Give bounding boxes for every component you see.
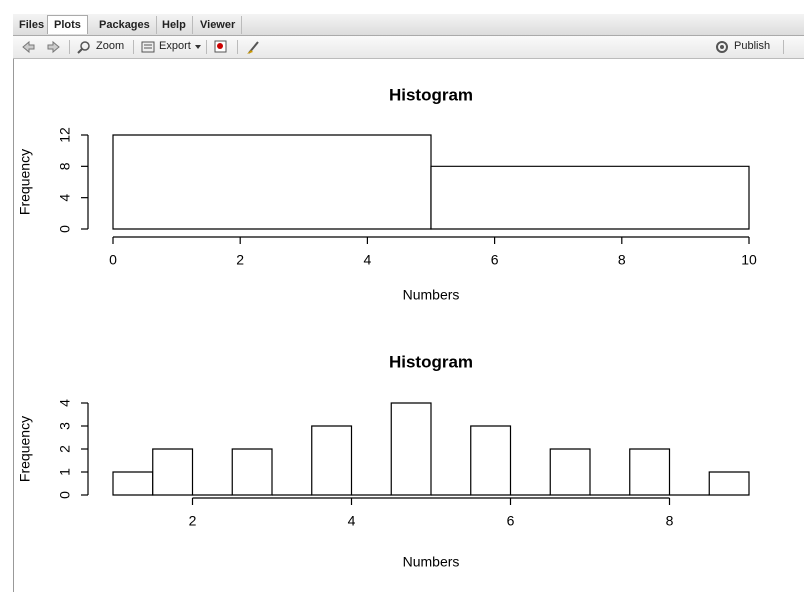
x-axis-label: Numbers	[403, 287, 460, 303]
tab[interactable]: Viewer	[194, 16, 242, 34]
y-tick-label: 8	[57, 162, 73, 170]
rstudio-plots-pane: Files Plots Packages Help Viewer Zoom Ex…	[0, 0, 804, 592]
zoom-button[interactable]: Zoom	[96, 40, 124, 52]
dropdown-arrow	[195, 45, 201, 49]
y-axis-label: Frequency	[17, 416, 33, 482]
histogram-bar	[153, 449, 193, 495]
y-tick-label: 1	[57, 468, 73, 476]
tab[interactable]: Plots	[47, 15, 88, 34]
x-tick-label: 6	[491, 252, 499, 268]
histogram-bar	[431, 166, 749, 229]
publish-icon	[715, 40, 729, 54]
y-tick-label: 2	[57, 445, 73, 453]
x-tick-label: 10	[741, 252, 757, 268]
histogram-bar	[550, 449, 590, 495]
y-tick-label: 0	[57, 491, 73, 499]
nav-arrows[interactable]	[21, 40, 61, 54]
tab[interactable]: Help	[156, 16, 193, 34]
histogram-bar	[630, 449, 670, 495]
histogram-bar	[232, 449, 272, 495]
histogram-bar	[709, 472, 749, 495]
export-icon	[141, 41, 155, 53]
histogram-bar	[471, 426, 511, 495]
x-tick-label: 2	[189, 513, 197, 529]
x-axis-label: Numbers	[403, 554, 460, 570]
histogram-bar	[113, 472, 153, 495]
histogram-bar	[391, 403, 431, 495]
toolbar: Zoom Export Publish	[13, 36, 804, 59]
y-tick-label: 4	[57, 399, 73, 407]
y-tick-label: 0	[57, 225, 73, 233]
histogram-bar	[113, 135, 431, 229]
tab[interactable]: Packages	[93, 16, 157, 34]
x-tick-label: 4	[364, 252, 372, 268]
y-axis-label: Frequency	[17, 149, 33, 215]
tab[interactable]: Files	[13, 16, 51, 34]
chart-title: Histogram	[389, 352, 473, 371]
export-button[interactable]: Export	[159, 40, 191, 52]
histogram-bar	[312, 426, 352, 495]
x-tick-label: 2	[236, 252, 244, 268]
x-tick-label: 6	[507, 513, 515, 529]
x-tick-label: 8	[666, 513, 674, 529]
y-tick-label: 3	[57, 422, 73, 430]
x-tick-label: 8	[618, 252, 626, 268]
x-tick-label: 4	[348, 513, 356, 529]
y-tick-label: 12	[57, 127, 73, 143]
remove-plot-icon[interactable]	[213, 39, 229, 55]
tab-bar: Files Plots Packages Help Viewer	[13, 14, 804, 36]
zoom-icon	[77, 40, 91, 54]
chart-title: Histogram	[389, 85, 473, 104]
clear-plots-icon[interactable]	[246, 39, 262, 55]
publish-button[interactable]: Publish	[734, 40, 770, 52]
y-tick-label: 4	[57, 194, 73, 202]
x-tick-label: 0	[109, 252, 117, 268]
